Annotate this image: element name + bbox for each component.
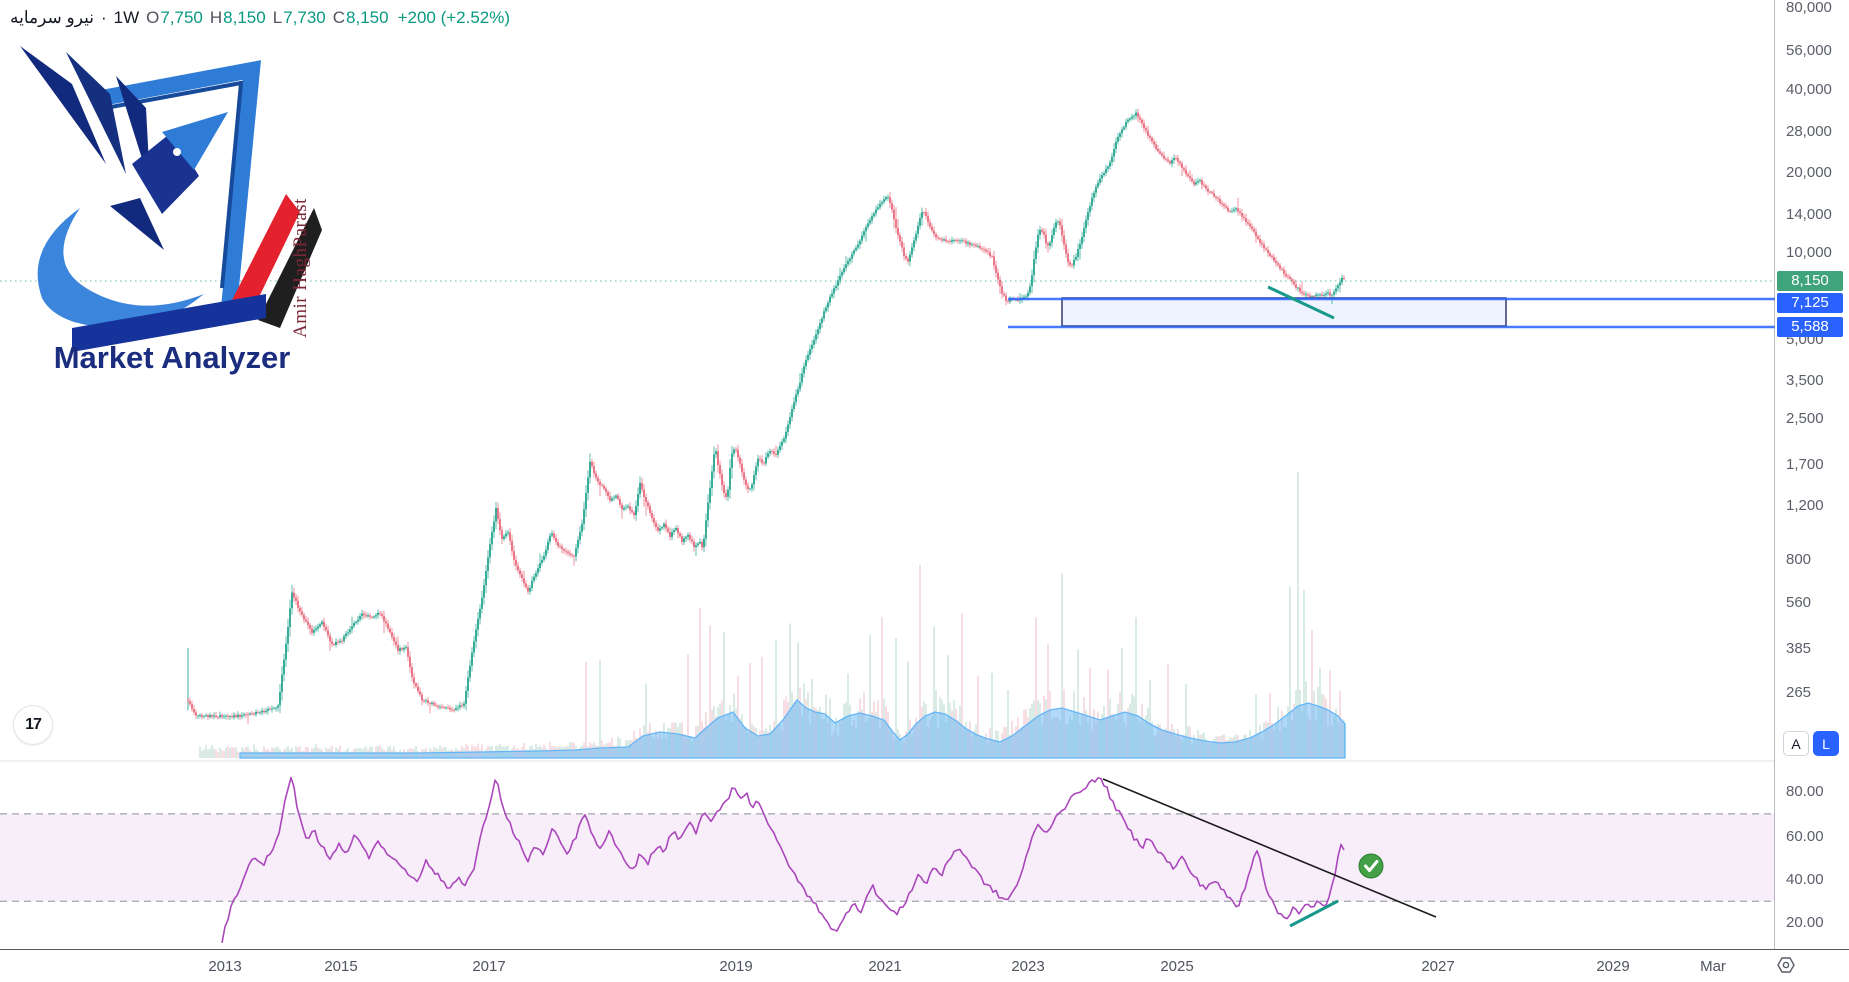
price-tick-label: 1,200	[1786, 497, 1824, 514]
price-axis-label: 8,150	[1777, 271, 1843, 291]
price-tick-label: 20,000	[1786, 164, 1832, 181]
time-tick-label: 2027	[1421, 958, 1455, 975]
market-analyzer-logo: Amir HaghParast Market Analyzer	[14, 36, 322, 383]
timeframe-label[interactable]: 1W	[113, 8, 140, 27]
price-axis[interactable]: 80,000 56,000 40,000 28,000 20,000 14,000 10,0…	[1775, 0, 1849, 949]
separator-dot: ·	[100, 8, 107, 27]
axis-settings-icon[interactable]	[1776, 955, 1796, 975]
price-tick-label: 80,000	[1786, 0, 1832, 16]
scale-buttons: A L	[1783, 731, 1839, 756]
time-tick-label: 2015	[324, 958, 358, 975]
time-tick-label: 2021	[868, 958, 902, 975]
price-tick-label: 265	[1786, 684, 1812, 701]
symbol-name[interactable]: نیرو سرمایه	[10, 8, 94, 27]
price-axis-label: 5,588	[1777, 317, 1843, 337]
open-value: O7,750	[146, 8, 203, 27]
eagle-logo-icon	[20, 46, 322, 352]
logo-credit-vertical: Amir HaghParast	[290, 198, 311, 338]
price-tick-label: 14,000	[1786, 206, 1832, 223]
price-tick-label: 1,700	[1786, 456, 1824, 473]
time-tick-label: Mar	[1700, 958, 1726, 975]
price-tick-label: 28,000	[1786, 123, 1832, 140]
tradingview-logo-icon[interactable]: 17	[13, 705, 53, 745]
rsi-tick-label: 80.00	[1786, 783, 1824, 800]
price-axis-label: 7,125	[1777, 293, 1843, 313]
time-tick-label: 2025	[1160, 958, 1194, 975]
price-tick-label: 40,000	[1786, 81, 1832, 98]
time-tick-label: 2013	[208, 958, 242, 975]
low-value: L7,730	[272, 8, 326, 27]
change-value: +200 (+2.52%)	[397, 8, 511, 27]
symbol-info-bar[interactable]: نیرو سرمایه · 1W O7,750 H8,150 L7,730 C8…	[10, 8, 510, 28]
time-tick-label: 2017	[472, 958, 506, 975]
rsi-tick-label: 40.00	[1786, 871, 1824, 888]
price-tick-label: 385	[1786, 640, 1812, 657]
price-tick-label: 560	[1786, 594, 1812, 611]
high-value: H8,150	[209, 8, 266, 27]
price-tick-label: 56,000	[1786, 42, 1832, 59]
rsi-tick-label: 60.00	[1786, 828, 1824, 845]
price-tick-label: 10,000	[1786, 244, 1832, 261]
time-axis[interactable]: 2013 2015 2017 2019 2021 2023 2025 2027 2029 Mar	[0, 949, 1849, 982]
check-circle-icon	[1358, 853, 1384, 879]
price-tick-label: 800	[1786, 551, 1812, 568]
log-scale-button[interactable]: L	[1813, 731, 1839, 756]
price-tick-label: 2,500	[1786, 410, 1824, 427]
price-tick-label: 3,500	[1786, 372, 1824, 389]
time-tick-label: 2023	[1011, 958, 1045, 975]
time-tick-label: 2029	[1596, 958, 1630, 975]
auto-scale-button[interactable]: A	[1783, 731, 1809, 756]
time-tick-label: 2019	[719, 958, 753, 975]
close-value: C8,150	[332, 8, 389, 27]
rsi-tick-label: 20.00	[1786, 914, 1824, 931]
logo-title: Market Analyzer	[54, 340, 291, 375]
